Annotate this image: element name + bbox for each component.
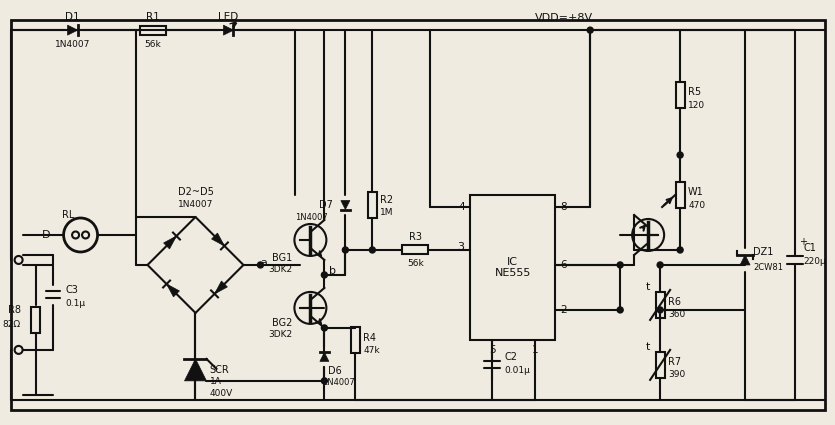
Text: VDD=+8V: VDD=+8V bbox=[535, 13, 594, 23]
Text: R6: R6 bbox=[668, 297, 681, 307]
Text: D6: D6 bbox=[328, 366, 342, 376]
Text: DZ1: DZ1 bbox=[753, 247, 773, 257]
Text: 1: 1 bbox=[532, 345, 539, 355]
Bar bbox=[655, 352, 665, 378]
Polygon shape bbox=[320, 352, 329, 361]
Text: 4: 4 bbox=[458, 202, 465, 212]
Text: 400V: 400V bbox=[210, 389, 233, 398]
Circle shape bbox=[677, 152, 683, 158]
Text: a: a bbox=[260, 258, 267, 268]
Text: BG2: BG2 bbox=[272, 318, 292, 328]
Text: D2~D5: D2~D5 bbox=[178, 187, 214, 197]
Text: +: + bbox=[799, 237, 807, 247]
Circle shape bbox=[63, 218, 98, 252]
Circle shape bbox=[321, 325, 327, 331]
Text: 0.1μ: 0.1μ bbox=[66, 300, 86, 309]
Bar bbox=[676, 182, 685, 208]
Text: 470: 470 bbox=[688, 201, 706, 210]
Bar bbox=[368, 192, 377, 218]
Text: 6: 6 bbox=[560, 260, 567, 270]
Bar bbox=[676, 82, 685, 108]
Polygon shape bbox=[68, 25, 78, 35]
Circle shape bbox=[369, 247, 376, 253]
Text: D: D bbox=[43, 230, 51, 240]
Circle shape bbox=[657, 307, 663, 313]
Text: 1N4007: 1N4007 bbox=[295, 213, 327, 223]
Text: b: b bbox=[329, 266, 336, 276]
Circle shape bbox=[617, 262, 623, 268]
Bar bbox=[402, 246, 428, 255]
Polygon shape bbox=[211, 233, 225, 246]
Text: C2: C2 bbox=[504, 352, 517, 362]
Text: 0.01μ: 0.01μ bbox=[504, 366, 530, 375]
Polygon shape bbox=[341, 201, 350, 210]
Text: t: t bbox=[646, 282, 650, 292]
Circle shape bbox=[321, 378, 327, 384]
Text: 360: 360 bbox=[668, 310, 686, 320]
Text: 1N4007: 1N4007 bbox=[178, 199, 213, 209]
Text: LED: LED bbox=[218, 12, 239, 22]
Text: 5: 5 bbox=[489, 345, 496, 355]
Circle shape bbox=[257, 262, 263, 268]
Circle shape bbox=[342, 247, 348, 253]
Polygon shape bbox=[185, 359, 206, 381]
Text: SCR: SCR bbox=[210, 365, 230, 375]
Text: 56k: 56k bbox=[407, 259, 423, 269]
Circle shape bbox=[677, 247, 683, 253]
Text: 2CW81: 2CW81 bbox=[753, 264, 783, 272]
Circle shape bbox=[587, 27, 593, 33]
Polygon shape bbox=[164, 236, 176, 249]
Text: RL: RL bbox=[63, 210, 75, 220]
Text: 82Ω: 82Ω bbox=[3, 320, 21, 329]
Text: R5: R5 bbox=[688, 87, 701, 97]
Text: D1: D1 bbox=[65, 12, 80, 22]
Text: R7: R7 bbox=[668, 357, 681, 367]
Text: 8: 8 bbox=[560, 202, 567, 212]
Circle shape bbox=[657, 262, 663, 268]
Text: 1A: 1A bbox=[210, 377, 221, 386]
Text: t: t bbox=[646, 342, 650, 352]
Text: 120: 120 bbox=[688, 101, 706, 110]
Text: 1M: 1M bbox=[381, 209, 394, 218]
Text: 47k: 47k bbox=[363, 346, 380, 355]
Bar bbox=[31, 307, 40, 333]
Text: 1N4007: 1N4007 bbox=[55, 40, 90, 48]
Text: C3: C3 bbox=[66, 285, 78, 295]
Text: R1: R1 bbox=[145, 12, 159, 22]
Polygon shape bbox=[166, 284, 180, 297]
Polygon shape bbox=[740, 255, 750, 265]
Text: 3DK2: 3DK2 bbox=[268, 330, 292, 340]
Text: C1: C1 bbox=[803, 243, 816, 253]
Text: R3: R3 bbox=[409, 232, 422, 242]
Circle shape bbox=[321, 272, 327, 278]
Text: R8: R8 bbox=[8, 305, 21, 315]
Text: 3: 3 bbox=[457, 242, 463, 252]
Text: W1: W1 bbox=[688, 187, 704, 197]
Text: 2: 2 bbox=[560, 305, 567, 315]
Polygon shape bbox=[215, 281, 227, 294]
Polygon shape bbox=[224, 25, 234, 35]
Bar bbox=[139, 26, 165, 34]
Text: 390: 390 bbox=[668, 370, 686, 380]
Circle shape bbox=[617, 307, 623, 313]
Text: BG1: BG1 bbox=[272, 253, 292, 263]
Bar bbox=[470, 195, 555, 340]
Bar bbox=[655, 292, 665, 318]
Text: 220μ: 220μ bbox=[803, 258, 826, 266]
Text: R4: R4 bbox=[363, 333, 377, 343]
Text: IC
NE555: IC NE555 bbox=[494, 257, 531, 278]
Text: 3DK2: 3DK2 bbox=[268, 266, 292, 275]
Text: D7: D7 bbox=[318, 200, 332, 210]
Bar bbox=[351, 327, 360, 353]
Text: 56k: 56k bbox=[144, 40, 161, 48]
Text: 1N4007: 1N4007 bbox=[322, 378, 355, 387]
Text: R2: R2 bbox=[381, 195, 393, 205]
